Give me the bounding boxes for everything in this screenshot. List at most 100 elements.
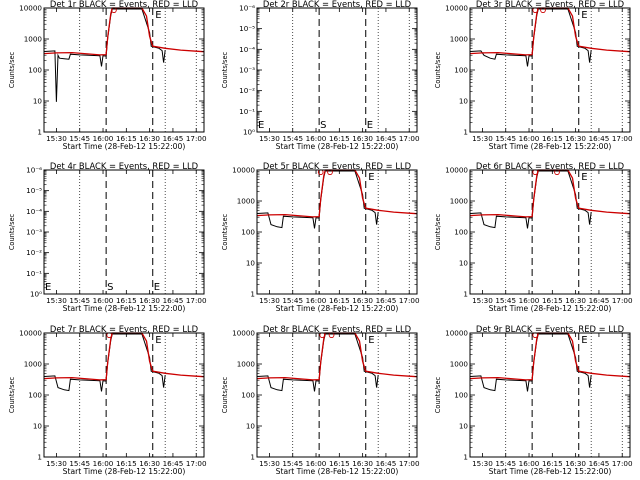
y-tick-label: 1 [250, 453, 255, 462]
x-tick-label: 15:45 [69, 134, 90, 143]
segment-marker-label: E [581, 10, 587, 21]
segment-marker-label: E [258, 120, 264, 131]
y-tick-label: 10000 [445, 329, 468, 338]
x-tick-label: 17:00 [399, 296, 420, 305]
x-tick-label: 15:30 [46, 134, 67, 143]
y-tick-label: 1 [37, 453, 42, 462]
y-tick-label: 10000 [19, 4, 42, 13]
y-tick-label: 1000 [450, 197, 469, 206]
y-axis-label: Counts/sec [221, 376, 229, 413]
x-axis-label: Start Time (28-Feb-12 15:22:00) [489, 467, 612, 476]
y-tick-label: 10⁰ [243, 128, 255, 137]
y-tick-label: 10⁰ [30, 290, 42, 299]
x-tick-label: 16:00 [519, 459, 540, 468]
y-tick-label: 1 [37, 128, 42, 137]
x-tick-label: 16:00 [306, 459, 327, 468]
x-tick-label: 16:30 [565, 459, 586, 468]
y-tick-label: 100 [454, 228, 468, 237]
x-tick-label: 17:00 [612, 134, 633, 143]
panel-5: Det 5r BLACK = Events, RED = LLD 15:30 15:… [221, 161, 420, 313]
y-tick-label: 10⁻⁵ [239, 24, 255, 33]
panel-title: Det 6r BLACK = Events, RED = LLD [476, 161, 624, 171]
y-tick-label: 10⁻¹ [239, 107, 255, 116]
y-tick-label: 1 [463, 290, 468, 299]
x-tick-label: 16:00 [306, 134, 327, 143]
segment-marker-label: E [155, 335, 161, 346]
y-axis-label: Counts/sec [434, 213, 442, 250]
x-tick-label: 17:00 [399, 134, 420, 143]
x-tick-label: 15:30 [472, 459, 493, 468]
x-tick-label: 15:30 [472, 134, 493, 143]
y-tick-label: 10 [246, 422, 256, 431]
y-tick-label: 10⁻³ [26, 228, 42, 237]
x-tick-label: 17:00 [186, 134, 207, 143]
y-tick-label: 10⁻⁶ [239, 4, 255, 13]
panel-title: Det 7r BLACK = Events, RED = LLD [50, 324, 198, 334]
y-tick-label: 100 [28, 66, 42, 75]
x-axis-label: Start Time (28-Feb-12 15:22:00) [63, 467, 186, 476]
x-tick-label: 16:00 [93, 134, 114, 143]
x-tick-label: 16:00 [519, 296, 540, 305]
x-axis-label: Start Time (28-Feb-12 15:22:00) [63, 304, 186, 313]
x-tick-label: 16:45 [589, 459, 610, 468]
x-tick-label: 16:15 [329, 459, 350, 468]
y-tick-label: 1000 [450, 35, 469, 44]
y-tick-label: 10⁻⁴ [26, 207, 42, 216]
x-tick-label: 16:15 [116, 134, 137, 143]
y-axis-label: Counts/sec [434, 376, 442, 413]
panel-7: Det 7r BLACK = Events, RED = LLD 15:30 15:… [8, 324, 207, 476]
panel-title: Det 2r BLACK = Events, RED = LLD [263, 0, 411, 9]
y-tick-label: 10 [246, 259, 256, 268]
x-tick-label: 16:45 [589, 134, 610, 143]
y-tick-label: 10000 [445, 4, 468, 13]
x-tick-label: 15:30 [259, 459, 280, 468]
y-tick-label: 1 [463, 453, 468, 462]
x-tick-label: 17:00 [612, 459, 633, 468]
y-tick-label: 10⁻² [26, 248, 42, 257]
x-tick-label: 15:30 [259, 296, 280, 305]
x-tick-label: 15:45 [282, 134, 303, 143]
x-tick-label: 16:30 [565, 296, 586, 305]
x-tick-label: 15:45 [495, 134, 516, 143]
y-tick-label: 10000 [232, 166, 255, 175]
x-tick-label: 16:15 [329, 134, 350, 143]
y-tick-label: 10⁻² [239, 86, 255, 95]
x-axis-label: Start Time (28-Feb-12 15:22:00) [276, 142, 399, 151]
x-tick-label: 15:30 [46, 296, 67, 305]
y-tick-label: 10⁻⁴ [239, 45, 255, 54]
x-tick-label: 16:30 [139, 459, 160, 468]
x-tick-label: 16:00 [93, 459, 114, 468]
x-tick-label: 16:30 [139, 296, 160, 305]
x-tick-label: 15:45 [495, 296, 516, 305]
y-axis-label: Counts/sec [8, 376, 16, 413]
panel-4: Det 4r BLACK = Events, RED = LLD 15:30 15:… [8, 161, 207, 313]
y-axis-label: Counts/sec [434, 51, 442, 88]
y-tick-label: 1000 [450, 360, 469, 369]
y-tick-label: 1 [250, 290, 255, 299]
segment-marker-label: E [155, 10, 161, 21]
x-tick-label: 16:00 [306, 296, 327, 305]
x-axis-label: Start Time (28-Feb-12 15:22:00) [489, 142, 612, 151]
x-tick-label: 16:45 [163, 459, 184, 468]
x-tick-label: 16:45 [163, 296, 184, 305]
segment-marker-label: E [581, 172, 587, 183]
x-tick-label: 16:15 [542, 134, 563, 143]
x-tick-label: 16:30 [139, 134, 160, 143]
x-tick-label: 15:45 [69, 459, 90, 468]
panel-1: Det 1r BLACK = Events, RED = LLD 15:30 15:… [8, 0, 207, 151]
x-tick-label: 16:15 [542, 459, 563, 468]
y-tick-label: 10 [33, 97, 43, 106]
y-axis-label: Counts/sec [8, 213, 16, 250]
x-tick-label: 15:30 [46, 459, 67, 468]
x-tick-label: 16:30 [352, 296, 373, 305]
x-axis-label: Start Time (28-Feb-12 15:22:00) [276, 467, 399, 476]
y-tick-label: 1000 [237, 197, 256, 206]
panel-8: Det 8r BLACK = Events, RED = LLD 15:30 15:… [221, 324, 420, 476]
panel-2: Det 2r BLACK = Events, RED = LLD 15:30 15:… [221, 0, 420, 151]
segment-marker-label: S [320, 120, 326, 131]
y-tick-label: 1000 [24, 35, 43, 44]
x-tick-label: 16:45 [589, 296, 610, 305]
x-tick-label: 16:15 [542, 296, 563, 305]
y-tick-label: 100 [454, 391, 468, 400]
